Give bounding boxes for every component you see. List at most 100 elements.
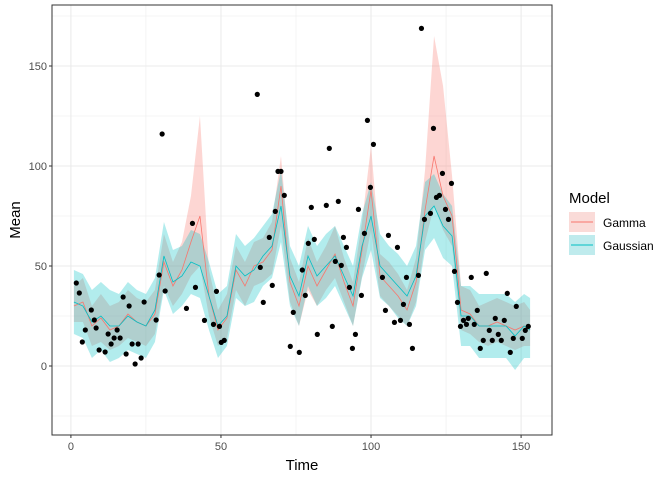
observed-point [329,323,335,329]
observed-point [192,284,199,290]
observed-point [254,91,260,97]
observed-point [296,349,302,355]
observed-point [93,325,99,331]
observed-points [73,25,531,367]
observed-point [266,234,272,240]
observed-point [451,268,458,274]
observed-point [156,272,162,278]
legend: Model Gamma Gaussian [569,190,654,255]
y-axis-ticks: 0 50 100 150 [29,61,52,373]
observed-point [454,299,461,305]
observed-point [430,125,437,131]
observed-point [210,321,217,327]
observed-point [216,323,223,329]
observed-point [495,331,501,337]
observed-point [76,290,82,296]
observed-point [486,327,492,333]
observed-point [120,294,126,300]
observed-point [477,345,483,351]
observed-point [507,349,513,355]
observed-point [102,349,108,355]
gamma-band [73,36,531,350]
observed-point [483,270,489,276]
observed-point [132,361,138,367]
observed-point [418,25,425,31]
y-axis-label: Mean [7,201,24,239]
observed-point [501,317,507,323]
observed-point [335,198,341,204]
observed-point [370,141,377,147]
observed-point [492,315,498,321]
observed-point [367,184,374,190]
observed-point [409,345,416,351]
y-tick-label: 100 [29,161,47,173]
observed-point [463,321,470,327]
observed-point [391,319,398,325]
observed-point [358,292,365,298]
y-tick-label: 150 [29,61,47,73]
observed-point [519,335,525,341]
observed-point [138,355,144,361]
observed-point [126,303,132,309]
observed-point [278,168,284,174]
observed-point [355,206,362,212]
observed-point [221,337,227,343]
x-tick-label: 0 [68,441,74,453]
observed-point [79,339,85,345]
legend-item-gamma: Gamma [569,212,646,232]
observed-point [129,341,135,347]
observed-point [159,131,165,137]
observed-point [448,180,455,186]
observed-point [326,145,332,151]
observed-point [474,307,480,313]
x-tick-label: 150 [512,441,530,453]
observed-point [162,288,168,294]
observed-point [513,303,519,309]
observed-point [91,317,97,323]
observed-point [201,317,208,323]
observed-point [471,321,477,327]
observed-point [445,216,452,222]
observed-point [442,206,449,212]
observed-point [153,317,159,323]
x-tick-label: 100 [362,441,380,453]
observed-point [213,288,220,294]
observed-point [436,192,443,198]
observed-point [111,335,117,341]
observed-point [510,335,516,341]
observed-point [141,299,147,305]
legend-title: Model [569,190,610,207]
observed-point [135,341,141,347]
x-axis-ticks: 0 50 100 150 [68,435,530,453]
observed-point [421,216,428,222]
gamma-mean-line [73,155,531,331]
observed-point [400,301,407,307]
observed-point [311,236,317,242]
observed-point [522,327,528,333]
observed-point [346,284,353,290]
y-tick-label: 50 [35,261,47,273]
observed-point [260,299,266,305]
observed-point [287,343,293,349]
observed-point [123,351,129,357]
legend-item-gaussian: Gaussian [569,235,654,255]
observed-point [117,335,123,341]
x-tick-label: 50 [215,441,227,453]
observed-point [299,267,305,273]
observed-point [403,274,410,280]
observed-point [504,290,510,296]
observed-point [96,347,102,353]
observed-point [394,244,401,250]
observed-point [439,170,446,176]
x-axis-label: Time [286,457,319,474]
observed-point [314,331,320,337]
observed-point [498,337,504,343]
observed-point [281,192,287,198]
observed-point [343,244,350,250]
observed-point [332,258,338,264]
observed-point [105,331,111,337]
observed-point [82,327,88,333]
observed-point [465,315,471,321]
observed-point [269,282,275,288]
